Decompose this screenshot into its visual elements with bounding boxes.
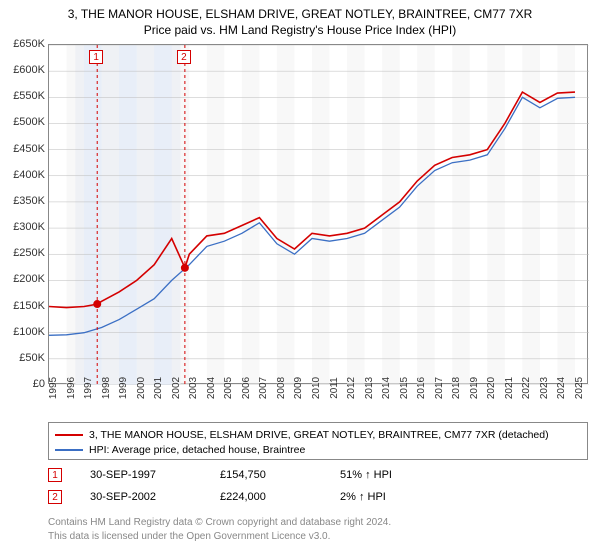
x-tick-label: 2023 [539,377,550,399]
footer-line-2: This data is licensed under the Open Gov… [48,530,588,544]
sale-marker-price-2: £224,000 [220,491,340,503]
sale-marker-price-1: £154,750 [220,469,340,481]
x-tick-label: 2025 [574,377,585,399]
y-tick-label: £0 [33,378,45,390]
x-tick-label: 2016 [416,377,427,399]
x-tick-label: 2011 [329,377,340,399]
chart-title-line1: 3, THE MANOR HOUSE, ELSHAM DRIVE, GREAT … [0,0,600,23]
x-tick-label: 2004 [206,377,217,399]
x-tick-label: 2000 [136,377,147,399]
x-tick-label: 2014 [381,377,392,399]
x-tick-label: 1995 [48,377,59,399]
chart-marker-badge: 1 [89,50,103,64]
x-tick-label: 2022 [521,377,532,399]
x-tick-label: 2021 [504,377,515,399]
x-tick-label: 2006 [241,377,252,399]
sale-marker-pct-1: 51% ↑ HPI [340,469,460,481]
sale-marker-badge-2: 2 [48,490,62,504]
y-tick-label: £500K [13,116,45,128]
y-tick-label: £100K [13,326,45,338]
sale-marker-date-1: 30-SEP-1997 [90,469,220,481]
y-tick-label: £50K [19,352,45,364]
sale-marker-date-2: 30-SEP-2002 [90,491,220,503]
y-tick-label: £250K [13,247,45,259]
x-tick-label: 1998 [101,377,112,399]
y-tick-label: £300K [13,221,45,233]
x-tick-label: 2010 [311,377,322,399]
x-tick-label: 2020 [486,377,497,399]
y-tick-label: £200K [13,273,45,285]
legend: 3, THE MANOR HOUSE, ELSHAM DRIVE, GREAT … [48,422,588,460]
y-tick-label: £150K [13,300,45,312]
y-tick-label: £450K [13,143,45,155]
sale-marker-badge-1: 1 [48,468,62,482]
sale-markers-table: 1 30-SEP-1997 £154,750 51% ↑ HPI 2 30-SE… [48,464,588,508]
chart-marker-badge: 2 [177,50,191,64]
legend-row-subject: 3, THE MANOR HOUSE, ELSHAM DRIVE, GREAT … [55,427,581,442]
legend-swatch-hpi [55,449,83,451]
legend-row-hpi: HPI: Average price, detached house, Brai… [55,442,581,457]
x-tick-label: 2002 [171,377,182,399]
chart-title-line2: Price paid vs. HM Land Registry's House … [0,23,600,41]
chart-plot-area [48,44,588,384]
x-tick-label: 2003 [188,377,199,399]
chart-footer: Contains HM Land Registry data © Crown c… [48,516,588,543]
x-tick-label: 2008 [276,377,287,399]
x-tick-label: 1997 [83,377,94,399]
sale-marker-pct-2: 2% ↑ HPI [340,491,460,503]
legend-label-subject: 3, THE MANOR HOUSE, ELSHAM DRIVE, GREAT … [89,429,549,441]
y-tick-label: £650K [13,38,45,50]
y-tick-label: £350K [13,195,45,207]
sale-marker-row-2: 2 30-SEP-2002 £224,000 2% ↑ HPI [48,486,588,508]
x-tick-label: 1996 [66,377,77,399]
footer-line-1: Contains HM Land Registry data © Crown c… [48,516,588,530]
x-tick-label: 2013 [364,377,375,399]
x-tick-label: 2019 [469,377,480,399]
x-tick-label: 2001 [153,377,164,399]
x-tick-label: 2018 [451,377,462,399]
x-tick-label: 2017 [434,377,445,399]
x-tick-label: 1999 [118,377,129,399]
x-tick-label: 2024 [556,377,567,399]
legend-label-hpi: HPI: Average price, detached house, Brai… [89,444,305,456]
x-tick-label: 2012 [346,377,357,399]
sale-marker-row-1: 1 30-SEP-1997 £154,750 51% ↑ HPI [48,464,588,486]
x-tick-label: 2007 [258,377,269,399]
chart-svg [49,45,589,385]
x-tick-label: 2009 [293,377,304,399]
y-tick-label: £550K [13,90,45,102]
chart-container: { "title_line1": "3, THE MANOR HOUSE, EL… [0,0,600,560]
y-tick-label: £600K [13,64,45,76]
x-tick-label: 2005 [223,377,234,399]
x-tick-label: 2015 [399,377,410,399]
legend-swatch-subject [55,434,83,436]
y-tick-label: £400K [13,169,45,181]
